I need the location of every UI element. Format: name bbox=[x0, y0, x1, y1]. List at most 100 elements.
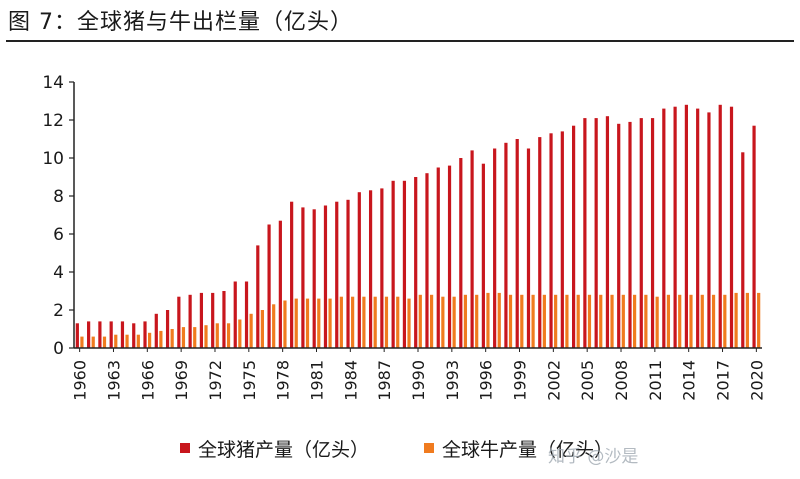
x-tick-label: 2011 bbox=[646, 360, 665, 401]
bar-cattle bbox=[159, 330, 163, 348]
bar-cattle bbox=[238, 319, 242, 348]
x-tick-label: 2017 bbox=[714, 360, 733, 401]
bar-cattle bbox=[745, 292, 749, 348]
bar-cattle bbox=[339, 296, 343, 348]
bar-cattle bbox=[678, 294, 682, 348]
watermark: 知乎 @沙是 bbox=[548, 447, 639, 467]
bar-cattle bbox=[215, 323, 219, 348]
bar-cattle bbox=[700, 294, 704, 348]
bar-cattle bbox=[91, 336, 95, 348]
x-tick-label: 1972 bbox=[206, 360, 225, 401]
bar-cattle bbox=[441, 296, 445, 348]
bar-pig bbox=[414, 177, 418, 348]
legend-item-pig[interactable]: 全球猪产量（亿头） bbox=[180, 438, 369, 461]
bar-pig bbox=[696, 108, 700, 348]
bar-pig bbox=[165, 310, 170, 348]
chart-title: 图 7：全球猪与牛出栏量（亿头） bbox=[8, 10, 353, 35]
bar-cattle bbox=[260, 310, 264, 348]
x-tick-label: 1987 bbox=[375, 360, 394, 401]
bar-pig bbox=[459, 158, 463, 348]
bar-cattle bbox=[508, 294, 513, 348]
bar-cattle bbox=[497, 292, 501, 348]
bar-pig bbox=[707, 112, 711, 349]
bar-cattle bbox=[565, 294, 569, 348]
bar-pig bbox=[628, 121, 632, 349]
bar-pig bbox=[346, 199, 350, 348]
bar-cattle bbox=[711, 294, 716, 348]
bar-cattle bbox=[351, 296, 355, 348]
x-tick-label: 1969 bbox=[172, 360, 191, 401]
bar-pig bbox=[639, 118, 643, 348]
bar-cattle bbox=[249, 313, 253, 348]
legend-swatch-cattle bbox=[424, 443, 434, 453]
x-tick-label: 2005 bbox=[578, 360, 597, 401]
bar-cattle bbox=[587, 294, 592, 348]
bar-pig bbox=[605, 116, 610, 348]
bar-pig bbox=[391, 180, 395, 348]
bar-cattle bbox=[757, 292, 761, 348]
bar-cattle bbox=[475, 294, 479, 348]
bar-pig bbox=[718, 104, 722, 348]
bar-cattle bbox=[486, 292, 490, 348]
bar-cattle bbox=[305, 298, 310, 348]
bar-cattle bbox=[655, 296, 659, 348]
bar-pig bbox=[526, 148, 531, 348]
x-tick-label: 1999 bbox=[511, 360, 530, 401]
bar-pig bbox=[425, 173, 429, 348]
bar-cattle bbox=[610, 294, 614, 348]
bar-pig bbox=[572, 125, 576, 348]
bar-cattle bbox=[204, 325, 208, 348]
bar-pig bbox=[233, 281, 237, 348]
bar-pig bbox=[120, 321, 125, 348]
bar-pig bbox=[267, 224, 271, 348]
bar-pig bbox=[211, 292, 215, 348]
bar-cattle bbox=[384, 296, 389, 348]
bar-cattle bbox=[452, 296, 456, 348]
bar-cattle bbox=[226, 323, 231, 348]
bar-cattle bbox=[294, 298, 298, 348]
bar-pig bbox=[256, 245, 260, 348]
bar-pig bbox=[650, 118, 655, 348]
bar-pig bbox=[188, 294, 192, 348]
bar-cattle bbox=[463, 294, 468, 348]
bar-cattle bbox=[734, 292, 738, 348]
bar-pig bbox=[87, 321, 91, 348]
bar-pig bbox=[470, 150, 474, 348]
y-tick-label: 0 bbox=[53, 339, 64, 359]
bar-cattle bbox=[193, 327, 197, 348]
x-tick-label: 1978 bbox=[274, 360, 293, 401]
y-tick-label: 10 bbox=[42, 149, 64, 169]
bar-cattle bbox=[689, 294, 693, 348]
bar-pig bbox=[177, 296, 181, 348]
legend-label-cattle: 全球牛产量（亿头） bbox=[442, 438, 614, 461]
bar-pig bbox=[729, 106, 734, 348]
bar-pig bbox=[447, 165, 452, 348]
x-tick-label: 2002 bbox=[544, 360, 563, 401]
bar-pig bbox=[617, 123, 621, 348]
bar-pig bbox=[504, 142, 508, 348]
legend-item-cattle[interactable]: 全球牛产量（亿头） bbox=[424, 438, 613, 461]
bar-cattle bbox=[666, 294, 671, 348]
bar-pig bbox=[357, 192, 361, 348]
legend-swatch-pig bbox=[180, 443, 190, 453]
bar-cattle bbox=[328, 298, 332, 348]
x-tick-label: 1993 bbox=[443, 360, 462, 401]
bar-pig bbox=[278, 220, 282, 348]
x-tick-label: 1996 bbox=[477, 360, 496, 401]
bar-pig bbox=[402, 180, 407, 348]
bar-cattle bbox=[621, 294, 625, 348]
bar-pig bbox=[515, 139, 519, 348]
bar-cattle bbox=[80, 336, 84, 348]
bar-pig bbox=[741, 152, 745, 348]
bar-cattle bbox=[542, 294, 546, 348]
bar-pig bbox=[109, 321, 113, 348]
bar-cattle bbox=[418, 294, 422, 348]
bar-cattle bbox=[373, 296, 377, 348]
bar-cattle bbox=[554, 294, 558, 348]
x-tick-label: 1966 bbox=[138, 360, 157, 401]
bar-cattle bbox=[531, 294, 535, 348]
bar-pig bbox=[368, 190, 373, 348]
bar-pig bbox=[301, 207, 305, 348]
bar-cattle bbox=[272, 304, 276, 348]
x-tick-label: 2008 bbox=[612, 360, 631, 401]
